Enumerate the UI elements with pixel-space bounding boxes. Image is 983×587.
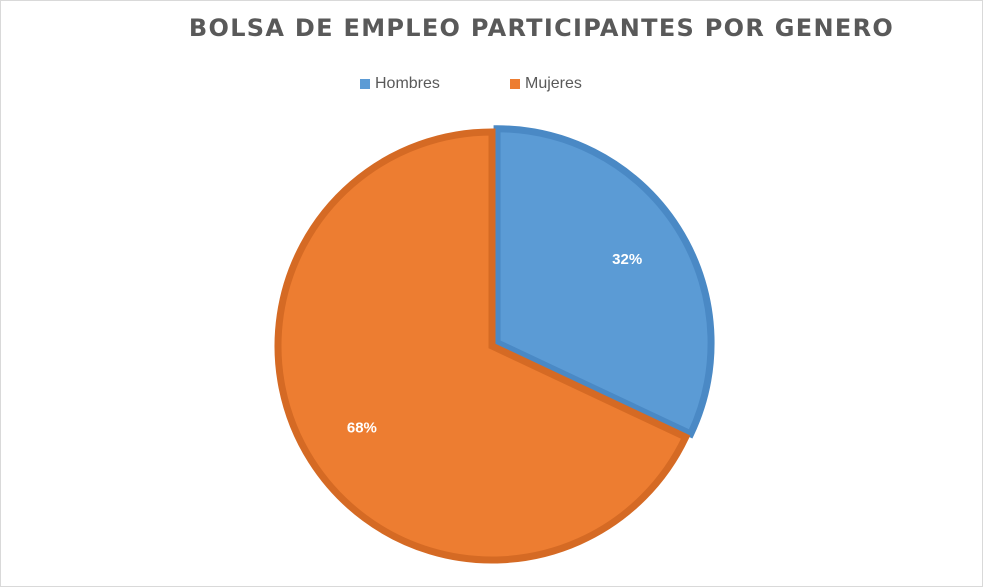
pie-data-labels: 32% 68%	[347, 251, 642, 436]
pie-slice-hombres[interactable]	[493, 125, 715, 439]
legend-swatch-mujeres	[510, 79, 520, 89]
pie-slices	[274, 125, 715, 564]
legend-item-mujeres[interactable]: Mujeres	[510, 75, 582, 93]
legend-item-hombres[interactable]: Hombres	[360, 75, 440, 93]
legend-swatch-hombres	[360, 79, 370, 89]
legend-label-hombres: Hombres	[375, 75, 440, 92]
data-label-mujeres: 68%	[347, 420, 377, 437]
chart-title: BOLSA DE EMPLEO PARTICIPANTES POR GENERO	[188, 14, 895, 42]
data-label-hombres: 32%	[612, 251, 642, 268]
legend-label-mujeres: Mujeres	[525, 75, 582, 92]
pie-slice-mujeres[interactable]	[274, 128, 691, 564]
